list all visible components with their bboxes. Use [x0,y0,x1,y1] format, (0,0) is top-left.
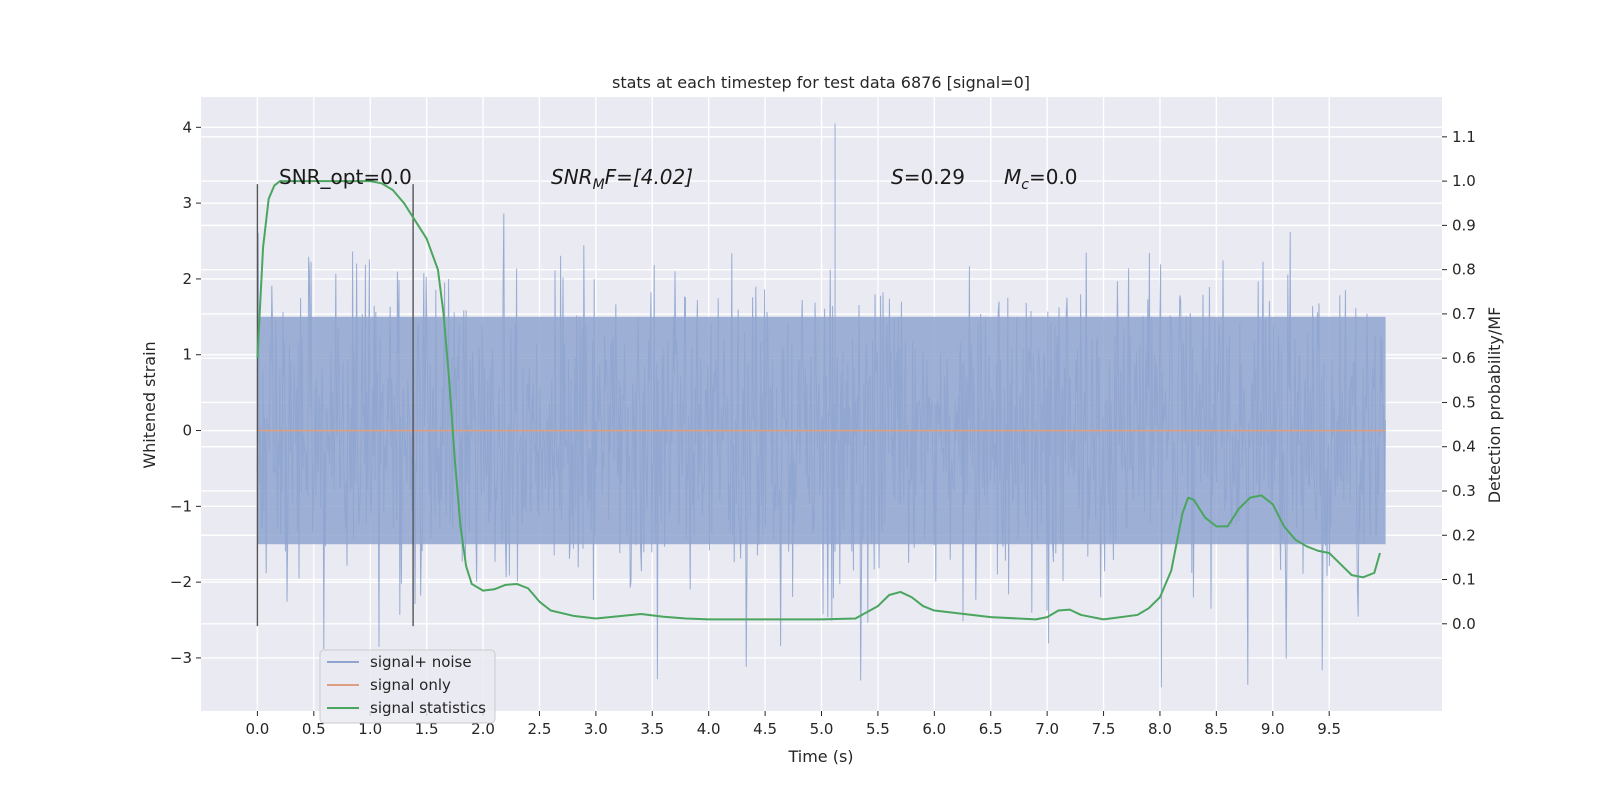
y-left-tick-label: 2 [182,270,192,288]
y-left-tick-label: 1 [182,346,192,364]
x-tick-label: 5.0 [810,720,834,738]
x-tick-label: 3.5 [640,720,664,738]
legend-label-signal-only: signal only [370,676,451,694]
x-tick-label: 4.0 [697,720,721,738]
y-right-tick-label: 0.5 [1452,393,1476,411]
y-right-tick-label: 0.8 [1452,261,1476,279]
x-tick-label: 2.5 [528,720,552,738]
x-tick-label: 2.0 [471,720,495,738]
x-axis-label: Time (s) [787,747,853,766]
x-tick-label: 1.0 [358,720,382,738]
left-y-axis-label: Whitened strain [140,341,159,468]
annotation-snr-mf: SNRMF=[4.02] [551,165,693,193]
signal-statistics-series [256,180,1381,621]
x-axis-ticks: 0.0 0.5 1.0 1.5 2.0 2.5 3.0 3.5 4.0 4.5 5.0 5.5 6.0 6… [245,711,1341,738]
y-left-tick-label: 0 [182,422,192,440]
y-right-tick-label: 0.2 [1452,526,1476,544]
x-tick-label: 8.0 [1148,720,1172,738]
x-tick-label: 6.5 [979,720,1003,738]
right-y-axis-ticks: 0.0 0.1 0.2 0.3 0.4 0.5 0.6 0.7 0.8 0.9 1.0 1.1 [1442,128,1476,633]
y-right-tick-label: 0.6 [1452,349,1476,367]
y-right-tick-label: 1.0 [1452,172,1476,190]
x-tick-label: 8.5 [1204,720,1228,738]
chart-title: stats at each timestep for test data 687… [612,73,1030,92]
annotation-mc: Mc=0.0 [1004,165,1078,193]
x-tick-label: 7.0 [1035,720,1059,738]
legend-label-signal-noise: signal+ noise [370,653,472,671]
y-right-tick-label: 0.4 [1452,438,1476,456]
x-tick-label: 3.0 [584,720,608,738]
x-tick-label: 0.5 [302,720,326,738]
x-tick-label: 7.5 [1092,720,1116,738]
annotation-snr-opt: SNR_opt=0.0 [279,165,412,189]
legend-box [319,649,496,724]
y-left-tick-label: −2 [170,573,192,591]
vertical-markers [256,184,414,627]
x-tick-label: 9.5 [1317,720,1341,738]
x-tick-label: 4.5 [753,720,777,738]
x-tick-label: 0.0 [245,720,269,738]
annotation-s: S=0.29 [891,165,965,189]
y-left-tick-label: −3 [170,649,192,667]
y-left-tick-label: 4 [182,118,192,136]
legend-label-signal-statistics: signal statistics [370,699,486,717]
signal-statistics-line [256,180,1381,621]
y-right-tick-label: 0.9 [1452,216,1476,234]
x-tick-label: 6.0 [922,720,946,738]
y-left-tick-label: −1 [170,497,192,515]
x-tick-label: 5.5 [866,720,890,738]
y-right-tick-label: 0.0 [1452,615,1476,633]
y-right-tick-label: 0.1 [1452,571,1476,589]
y-right-tick-label: 0.7 [1452,305,1476,323]
y-left-tick-label: 3 [182,194,192,212]
y-right-tick-label: 1.1 [1452,128,1476,146]
left-y-axis-ticks: −3 −2 −1 0 1 2 3 4 [170,118,201,667]
x-tick-label: 9.0 [1261,720,1285,738]
legend: signal+ noise signal only signal statist… [319,649,496,724]
x-tick-label: 1.5 [415,720,439,738]
y-right-tick-label: 0.3 [1452,482,1476,500]
right-y-axis-label: Detection probability/MF [1485,307,1504,504]
